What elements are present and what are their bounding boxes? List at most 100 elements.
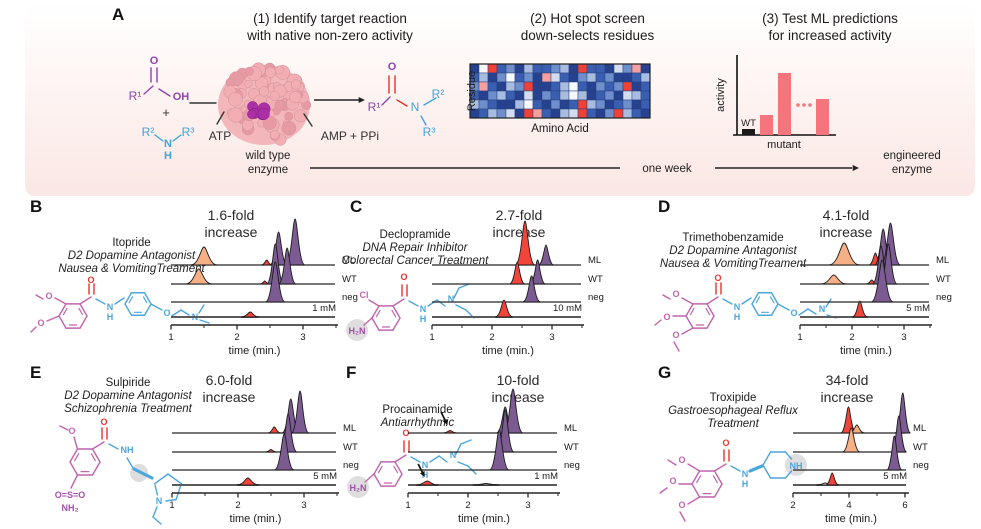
panel-e-drug-info: Sulpiride D2 Dopamine Antagonist Schizop… bbox=[33, 377, 223, 416]
svg-text:NH: NH bbox=[790, 461, 803, 471]
drug-indication: Nausea & VomitingTreament bbox=[58, 263, 205, 275]
svg-text:3: 3 bbox=[525, 500, 530, 511]
svg-text:R¹: R¹ bbox=[368, 100, 381, 114]
svg-text:2: 2 bbox=[849, 332, 854, 343]
chromatogram-sulpiride: ML WT neg 5 mM 1 2 3 time (min.) bbox=[169, 390, 359, 525]
svg-text:O: O bbox=[678, 500, 685, 510]
svg-text:3: 3 bbox=[301, 500, 306, 511]
drug-indication: Nausea & VomitingTreament bbox=[659, 258, 807, 270]
svg-text:enzyme: enzyme bbox=[248, 164, 288, 176]
svg-text:2: 2 bbox=[790, 500, 795, 511]
svg-text:wild type: wild type bbox=[245, 150, 291, 162]
chromatogram-trimethobenzamide: ML WT neg 5 mM 1 2 3 time (min.) bbox=[797, 222, 952, 357]
activity-barchart: WT activity mutant bbox=[715, 55, 836, 151]
drug-name: Itopride bbox=[112, 237, 151, 249]
panel-e-label: E bbox=[30, 363, 42, 382]
svg-text:1: 1 bbox=[168, 332, 173, 343]
svg-text:N: N bbox=[734, 302, 741, 312]
drug-class: Antiarrhythmic bbox=[380, 417, 455, 429]
svg-text:time (min.): time (min.) bbox=[482, 345, 534, 357]
svg-text:O: O bbox=[68, 426, 75, 436]
panel-c-drug-info: Declopramide DNA Repair Inhibitor Colore… bbox=[330, 229, 500, 268]
svg-text:neg: neg bbox=[588, 292, 604, 303]
step-1-line-2: with native non-zero activity bbox=[247, 28, 413, 43]
svg-text:N: N bbox=[819, 304, 826, 314]
svg-text:N: N bbox=[156, 496, 163, 506]
svg-text:OH: OH bbox=[173, 91, 190, 103]
svg-text:O: O bbox=[714, 273, 721, 283]
step-2-line-1: (2) Hot spot screen bbox=[530, 11, 645, 26]
svg-text:5 mM: 5 mM bbox=[313, 471, 337, 482]
step-2-line-2: down-selects residues bbox=[520, 28, 655, 43]
svg-text:O: O bbox=[100, 417, 107, 427]
svg-text:1: 1 bbox=[405, 500, 410, 511]
svg-text:WT: WT bbox=[913, 442, 928, 453]
svg-text:O: O bbox=[87, 275, 94, 285]
svg-text:time (min.): time (min.) bbox=[840, 345, 892, 357]
svg-text:H₂N: H₂N bbox=[350, 483, 367, 493]
svg-text:O: O bbox=[150, 55, 159, 67]
drug-class: D2 Dopamine Antagonist bbox=[67, 250, 196, 262]
svg-text:O: O bbox=[672, 330, 679, 340]
drug-name: Procainamide bbox=[382, 404, 453, 416]
svg-text:2: 2 bbox=[234, 332, 239, 343]
svg-text:1 mM: 1 mM bbox=[312, 303, 336, 314]
svg-text:R²: R² bbox=[142, 125, 155, 139]
svg-text:N: N bbox=[422, 460, 429, 470]
svg-text:1: 1 bbox=[169, 500, 174, 511]
svg-text:ML: ML bbox=[564, 423, 577, 434]
svg-text:O: O bbox=[669, 476, 676, 486]
svg-text:O: O bbox=[400, 272, 407, 282]
svg-text:engineered: engineered bbox=[883, 150, 941, 162]
svg-text:neg: neg bbox=[936, 292, 952, 303]
drug-indication: Treatment bbox=[707, 418, 759, 430]
svg-text:H: H bbox=[742, 479, 749, 489]
panel-c-label: C bbox=[350, 197, 363, 216]
panel-d-label: D bbox=[658, 197, 671, 216]
panel-g-fold-increase: 34-fold increase bbox=[820, 372, 874, 405]
svg-text:3: 3 bbox=[901, 332, 906, 343]
svg-text:N: N bbox=[450, 450, 457, 460]
svg-text:O: O bbox=[45, 291, 52, 301]
panel-f-label: F bbox=[346, 363, 357, 382]
panel-a-label: A bbox=[112, 5, 125, 24]
svg-text:ATP: ATP bbox=[209, 129, 231, 143]
svg-text:Cl: Cl bbox=[360, 290, 369, 300]
svg-text:1: 1 bbox=[429, 332, 434, 343]
drug-indication: Colorectal Cancer Treatment bbox=[341, 255, 489, 267]
svg-text:3: 3 bbox=[300, 332, 305, 343]
svg-text:NH₂: NH₂ bbox=[62, 503, 79, 513]
drug-class: D2 Dopamine Antagonist bbox=[64, 390, 192, 402]
svg-text:H₂N: H₂N bbox=[349, 326, 366, 336]
step-1-line-1: (1) Identify target reaction bbox=[253, 11, 407, 26]
svg-text:5 mM: 5 mM bbox=[906, 303, 930, 314]
svg-text:one week: one week bbox=[642, 163, 691, 175]
hotspot-heatmap: Residue Amino Acid bbox=[466, 63, 651, 135]
panel-f-fold-increase: 10-fold increase bbox=[491, 372, 545, 405]
panel-d-drug-info: Trimethobenzamide D2 Dopamine Antagonist… bbox=[648, 232, 818, 271]
chromatogram-itopride: ML WT neg 1 mM 1 2 3 time (min.) bbox=[168, 218, 358, 357]
step-3-line-1: (3) Test ML predictions bbox=[762, 11, 898, 26]
svg-text:WT: WT bbox=[741, 118, 756, 129]
chromatogram-declopramide: ML WT neg 10 mM 1 2 3 time (min.) bbox=[429, 220, 604, 357]
drug-class: D2 Dopamine Antagonist bbox=[669, 245, 797, 257]
svg-text:R³: R³ bbox=[182, 125, 195, 139]
svg-text:O: O bbox=[790, 308, 797, 318]
timeline-arrow: wild type enzyme one week engineered enzyme bbox=[245, 150, 941, 176]
svg-text:2: 2 bbox=[489, 332, 494, 343]
svg-text:10 mM: 10 mM bbox=[553, 303, 582, 314]
svg-text:activity: activity bbox=[715, 78, 727, 112]
svg-text:neg: neg bbox=[342, 292, 358, 303]
svg-text:WT: WT bbox=[342, 274, 357, 285]
svg-text:neg: neg bbox=[343, 460, 359, 471]
svg-text:NH: NH bbox=[121, 445, 134, 455]
step-3-heading: (3) Test ML predictions for increased ac… bbox=[715, 10, 945, 44]
svg-text:O: O bbox=[672, 289, 679, 299]
svg-text:5 mM: 5 mM bbox=[883, 471, 907, 482]
svg-text:ML: ML bbox=[342, 255, 355, 266]
svg-text:4: 4 bbox=[846, 500, 851, 511]
svg-text:enzyme: enzyme bbox=[892, 164, 932, 176]
